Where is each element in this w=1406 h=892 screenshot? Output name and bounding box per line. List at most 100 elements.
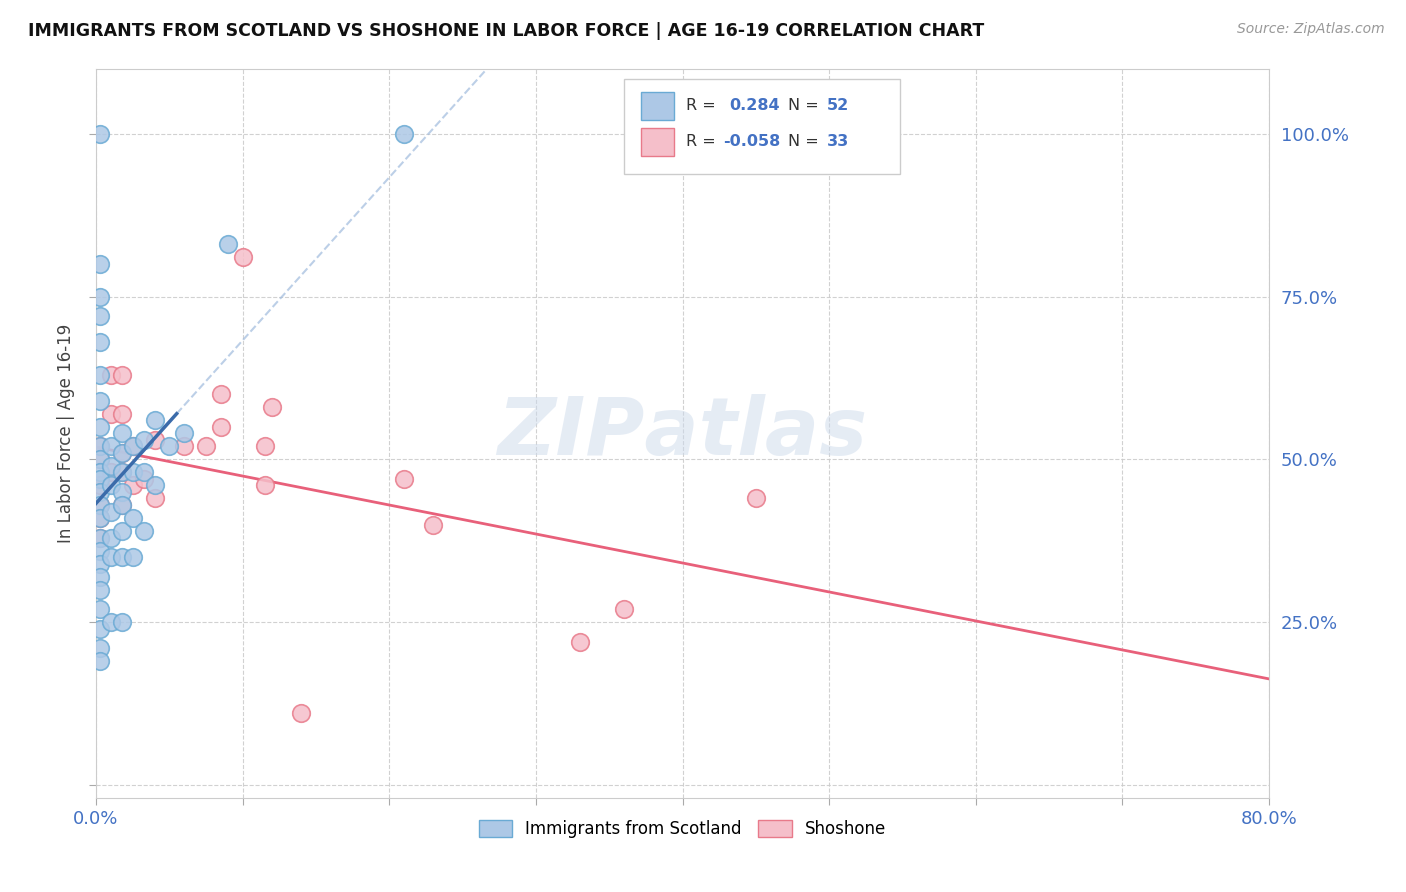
Point xyxy=(89,485,111,500)
Point xyxy=(89,557,111,571)
Point xyxy=(89,498,111,512)
Point xyxy=(253,478,276,492)
Point xyxy=(260,401,283,415)
Point xyxy=(143,413,166,427)
Point xyxy=(134,472,156,486)
Point xyxy=(111,446,134,460)
Point xyxy=(89,531,111,545)
Point xyxy=(89,472,111,486)
Point xyxy=(89,452,111,467)
Point xyxy=(89,257,111,271)
Point xyxy=(111,615,134,630)
Point xyxy=(195,439,218,453)
Point xyxy=(89,478,111,492)
Point xyxy=(89,289,111,303)
Point xyxy=(143,433,166,447)
Point xyxy=(89,511,111,525)
Text: R =: R = xyxy=(686,97,716,112)
Y-axis label: In Labor Force | Age 16-19: In Labor Force | Age 16-19 xyxy=(58,324,75,543)
Text: 33: 33 xyxy=(827,134,849,149)
Text: R =: R = xyxy=(686,134,716,149)
Point xyxy=(89,511,111,525)
Point xyxy=(422,517,444,532)
Text: 0.284: 0.284 xyxy=(730,97,780,112)
Point xyxy=(121,511,143,525)
Point xyxy=(89,582,111,597)
FancyBboxPatch shape xyxy=(641,128,675,156)
Point xyxy=(89,654,111,668)
Point xyxy=(89,543,111,558)
Point xyxy=(100,466,122,480)
Text: N =: N = xyxy=(789,134,818,149)
Point xyxy=(100,478,122,492)
Point xyxy=(111,407,134,421)
Point xyxy=(392,127,415,141)
Text: 52: 52 xyxy=(827,97,849,112)
Point xyxy=(100,368,122,382)
Point xyxy=(392,472,415,486)
Point xyxy=(613,602,636,616)
Point xyxy=(121,550,143,565)
Point xyxy=(89,368,111,382)
Legend: Immigrants from Scotland, Shoshone: Immigrants from Scotland, Shoshone xyxy=(472,813,893,845)
Point xyxy=(89,641,111,656)
Text: -0.058: -0.058 xyxy=(724,134,780,149)
Point xyxy=(209,387,232,401)
Point xyxy=(111,550,134,565)
FancyBboxPatch shape xyxy=(641,92,675,120)
Point xyxy=(134,433,156,447)
Point xyxy=(217,237,239,252)
FancyBboxPatch shape xyxy=(624,79,900,174)
Point xyxy=(89,393,111,408)
Point xyxy=(745,491,768,506)
Point xyxy=(89,466,111,480)
Point xyxy=(173,426,195,441)
Point xyxy=(143,478,166,492)
Point xyxy=(111,524,134,538)
Point xyxy=(111,446,134,460)
Point xyxy=(134,466,156,480)
Point xyxy=(89,569,111,583)
Point xyxy=(157,439,180,453)
Point xyxy=(89,498,111,512)
Point xyxy=(253,439,276,453)
Point xyxy=(173,439,195,453)
Point xyxy=(232,251,254,265)
Point xyxy=(568,634,591,648)
Point xyxy=(121,439,143,453)
Point xyxy=(89,452,111,467)
Point xyxy=(100,439,122,453)
Point xyxy=(89,335,111,350)
Point xyxy=(89,439,111,453)
Point xyxy=(121,478,143,492)
Point xyxy=(100,458,122,473)
Point xyxy=(100,407,122,421)
Point xyxy=(111,368,134,382)
Point xyxy=(89,439,111,453)
Point xyxy=(100,504,122,518)
Point xyxy=(89,531,111,545)
Point xyxy=(111,466,134,480)
Text: IMMIGRANTS FROM SCOTLAND VS SHOSHONE IN LABOR FORCE | AGE 16-19 CORRELATION CHAR: IMMIGRANTS FROM SCOTLAND VS SHOSHONE IN … xyxy=(28,22,984,40)
Point xyxy=(111,466,134,480)
Point xyxy=(134,524,156,538)
Point xyxy=(100,550,122,565)
Text: Source: ZipAtlas.com: Source: ZipAtlas.com xyxy=(1237,22,1385,37)
Point xyxy=(89,309,111,323)
Point xyxy=(111,485,134,500)
Point xyxy=(121,439,143,453)
Point xyxy=(143,491,166,506)
Point xyxy=(89,419,111,434)
Point xyxy=(209,419,232,434)
Point xyxy=(111,498,134,512)
Point xyxy=(111,426,134,441)
Text: N =: N = xyxy=(789,97,818,112)
Point xyxy=(111,498,134,512)
Point xyxy=(89,602,111,616)
Point xyxy=(290,706,312,721)
Point xyxy=(89,622,111,636)
Point xyxy=(100,615,122,630)
Point xyxy=(100,531,122,545)
Text: ZIP​atlas: ZIP​atlas xyxy=(498,394,868,473)
Point xyxy=(121,466,143,480)
